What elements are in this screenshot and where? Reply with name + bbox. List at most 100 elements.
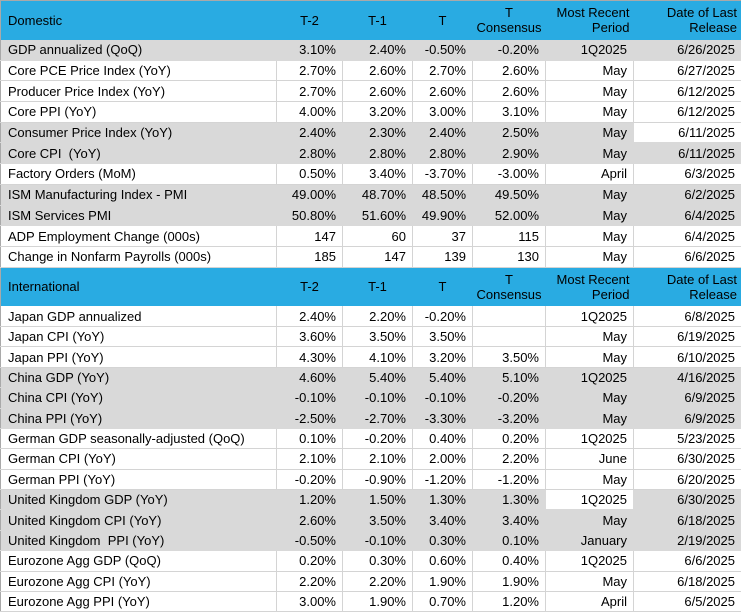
cell-period: 1Q2025	[545, 550, 634, 572]
cell-t: 0.40%	[412, 428, 473, 450]
column-header-consensus: T Consensus	[472, 267, 546, 307]
table-row: United Kingdom PPI (YoY) -0.50% -0.10% 0.30…	[0, 530, 741, 552]
cell-t2: 2.80%	[276, 142, 343, 165]
row-label: ISM Manufacturing Index - PMI	[0, 184, 277, 206]
cell-t1: 2.60%	[342, 80, 413, 103]
table-row: Change in Nonfarm Payrolls (000s) 185 147 1…	[0, 246, 741, 268]
cell-period: June	[545, 448, 634, 470]
cell-consensus: 5.10%	[472, 367, 546, 389]
column-header-line: T-1	[368, 279, 387, 295]
column-header-date: Date of Last Release	[633, 0, 741, 40]
row-label: German CPI (YoY)	[0, 448, 277, 470]
row-label: Eurozone Agg GDP (QoQ)	[0, 550, 277, 572]
cell-t2: -0.50%	[276, 530, 343, 552]
column-header-line: T-2	[300, 12, 319, 28]
table-row: Factory Orders (MoM) 0.50% 3.40% -3.70% -3.0…	[0, 163, 741, 185]
column-header-t: T	[412, 0, 473, 40]
cell-t1: -0.20%	[342, 428, 413, 450]
table-row: Consumer Price Index (YoY) 2.40% 2.30% 2.40…	[0, 122, 741, 144]
cell-date: 6/11/2025	[633, 122, 741, 144]
cell-t2: 0.20%	[276, 550, 343, 572]
cell-consensus: 2.60%	[472, 60, 546, 82]
cell-t2: 1.20%	[276, 489, 343, 511]
table-row: Core PCE Price Index (YoY) 2.70% 2.60% 2.70…	[0, 60, 741, 82]
cell-t2: 4.60%	[276, 367, 343, 389]
cell-period: May	[545, 571, 634, 593]
cell-period: May	[545, 346, 634, 368]
cell-t1: -2.70%	[342, 408, 413, 429]
row-label: China PPI (YoY)	[0, 408, 277, 429]
cell-consensus: 3.40%	[472, 509, 546, 531]
cell-consensus: 130	[472, 246, 546, 268]
section-domestic: Domestic T-2 T-1 T T Consensus Most Recent Peri…	[0, 0, 741, 268]
table-row: Core CPI (YoY) 2.80% 2.80% 2.80% 2.90% May 6/1…	[0, 142, 741, 165]
cell-consensus: -0.20%	[472, 39, 546, 61]
section-header-row: Domestic T-2 T-1 T T Consensus Most Recent Peri…	[0, 0, 741, 40]
cell-t2: 49.00%	[276, 184, 343, 206]
column-header-t: T	[412, 267, 473, 307]
cell-t2: -0.20%	[276, 469, 343, 491]
cell-consensus: -3.00%	[472, 163, 546, 185]
cell-consensus	[472, 306, 546, 327]
column-header-line: Period	[591, 286, 630, 302]
cell-date: 6/6/2025	[633, 550, 741, 572]
cell-period: January	[545, 530, 634, 552]
column-header-t1: T-1	[342, 267, 413, 307]
cell-t1: 5.40%	[342, 367, 413, 389]
cell-date: 6/3/2025	[633, 163, 741, 185]
cell-t2: 2.40%	[276, 306, 343, 327]
row-label: United Kingdom PPI (YoY)	[0, 530, 277, 552]
cell-period: May	[545, 142, 634, 165]
column-header-line: Consensus	[476, 20, 542, 36]
cell-date: 6/30/2025	[633, 448, 741, 470]
table-row: China GDP (YoY) 4.60% 5.40% 5.40% 5.10% 1Q202…	[0, 367, 741, 389]
cell-period: May	[545, 80, 634, 103]
column-header-line: T	[505, 271, 513, 287]
section-international: International T-2 T-1 T T Consensus Most Recen…	[0, 267, 741, 612]
cell-period: 1Q2025	[545, 428, 634, 450]
cell-t: 49.90%	[412, 205, 473, 227]
column-header-line: Most Recent	[556, 271, 630, 287]
cell-date: 6/6/2025	[633, 246, 741, 268]
cell-consensus: 1.90%	[472, 571, 546, 593]
cell-t: 37	[412, 225, 473, 247]
cell-t2: 2.70%	[276, 60, 343, 82]
cell-t1: -0.10%	[342, 530, 413, 552]
cell-t2: -2.50%	[276, 408, 343, 429]
cell-date: 6/18/2025	[633, 509, 741, 531]
row-label: ISM Services PMI	[0, 205, 277, 227]
cell-t1: 1.50%	[342, 489, 413, 511]
cell-period: May	[545, 509, 634, 531]
row-label: Japan PPI (YoY)	[0, 346, 277, 368]
column-header-line: Consensus	[476, 286, 542, 302]
cell-period: May	[545, 205, 634, 227]
section-title: Domestic	[0, 0, 277, 40]
row-label: Change in Nonfarm Payrolls (000s)	[0, 246, 277, 268]
cell-period: May	[545, 408, 634, 429]
column-header-date: Date of Last Release	[633, 267, 741, 307]
cell-t: 2.40%	[412, 122, 473, 144]
cell-t1: 2.20%	[342, 306, 413, 327]
row-label: Eurozone Agg CPI (YoY)	[0, 571, 277, 593]
cell-date: 6/8/2025	[633, 306, 741, 327]
cell-t2: 3.00%	[276, 591, 343, 612]
cell-t1: 51.60%	[342, 205, 413, 227]
table-row: United Kingdom CPI (YoY) 2.60% 3.50% 3.40% 3…	[0, 509, 741, 531]
cell-t2: -0.10%	[276, 387, 343, 409]
cell-t1: 2.80%	[342, 142, 413, 165]
column-header-line: T-1	[368, 12, 387, 28]
cell-t: 48.50%	[412, 184, 473, 206]
cell-period: May	[545, 101, 634, 123]
cell-t1: 3.20%	[342, 101, 413, 123]
cell-t2: 2.60%	[276, 509, 343, 531]
cell-t: 0.60%	[412, 550, 473, 572]
table-row: Core PPI (YoY) 4.00% 3.20% 3.00% 3.10% May 6/1…	[0, 101, 741, 123]
cell-t: 0.30%	[412, 530, 473, 552]
cell-t1: 147	[342, 246, 413, 268]
column-header-line: T	[505, 5, 513, 21]
row-label: United Kingdom CPI (YoY)	[0, 509, 277, 531]
table-row: Producer Price Index (YoY) 2.70% 2.60% 2.60…	[0, 80, 741, 103]
table-row: Eurozone Agg GDP (QoQ) 0.20% 0.30% 0.60% 0.4…	[0, 550, 741, 572]
row-label: Core PPI (YoY)	[0, 101, 277, 123]
table-row: GDP annualized (QoQ) 3.10% 2.40% -0.50% -0.2…	[0, 39, 741, 61]
